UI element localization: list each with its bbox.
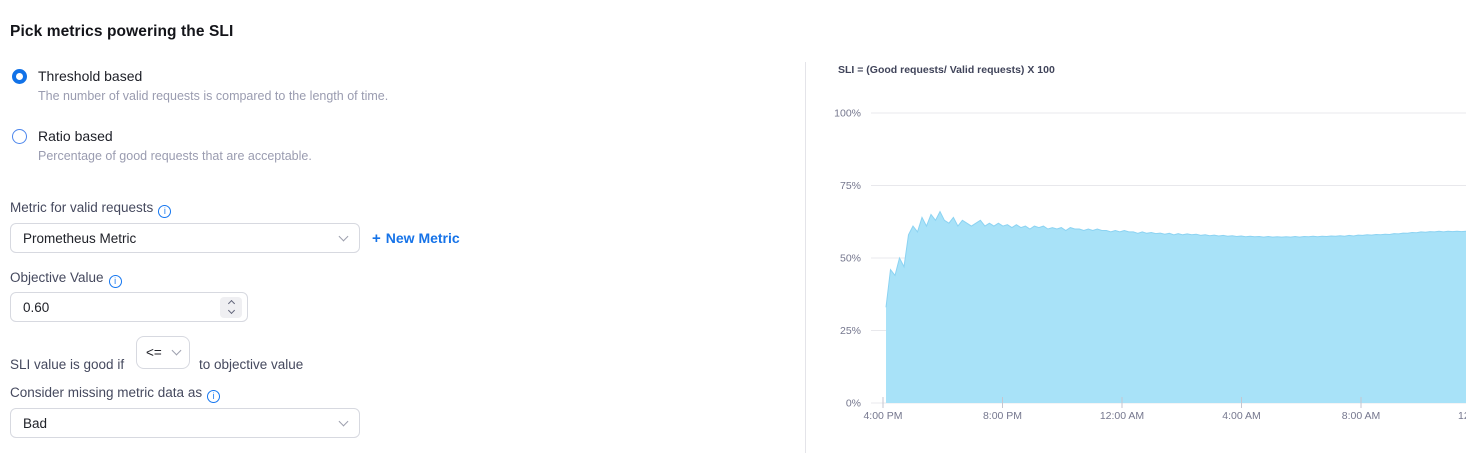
chevron-down-icon <box>338 231 349 241</box>
number-stepper[interactable] <box>220 296 242 318</box>
svg-text:4:00 AM: 4:00 AM <box>1222 410 1261 422</box>
comparator-value: <= <box>146 345 162 360</box>
svg-text:4:00 PM: 4:00 PM <box>863 410 902 422</box>
metric-select[interactable]: Prometheus Metric <box>10 223 360 253</box>
radio-description: The number of valid requests is compared… <box>38 89 389 103</box>
objective-field-label-text: Objective Value <box>10 270 104 285</box>
info-icon[interactable]: i <box>207 390 221 403</box>
svg-text:100%: 100% <box>834 108 861 120</box>
radio-label[interactable]: Threshold based <box>38 68 143 84</box>
metric-field-label: Metric for valid requests i <box>10 200 172 218</box>
svg-text:0%: 0% <box>846 398 861 410</box>
threshold-based-radio[interactable] <box>12 69 27 84</box>
missing-data-value: Bad <box>23 415 48 431</box>
radio-description: Percentage of good requests that are acc… <box>38 149 312 163</box>
stepper-down-icon[interactable] <box>227 306 235 315</box>
objective-field-label: Objective Value i <box>10 270 122 288</box>
chevron-down-icon <box>171 345 182 356</box>
info-icon[interactable]: i <box>108 275 122 288</box>
svg-text:8:00 AM: 8:00 AM <box>1342 410 1381 422</box>
missing-data-select[interactable]: Bad <box>10 408 360 438</box>
svg-text:50%: 50% <box>840 253 861 265</box>
metric-select-value: Prometheus Metric <box>23 230 137 246</box>
sli-area-chart: 0% 25% 50% 75% 100% 4:00 PM 8:00 PM 12:00 AM 4:0… <box>834 108 1466 422</box>
chevron-down-icon <box>338 416 349 426</box>
page-title: Pick metrics powering the SLI <box>10 23 234 40</box>
svg-text:12:00 PM: 12:00 PM <box>1458 410 1466 422</box>
chart-title: SLI = (Good requests/ Valid requests) X … <box>838 64 1055 76</box>
new-metric-button[interactable]: + New Metric <box>372 230 460 247</box>
plus-icon: + <box>372 230 381 247</box>
good-if-prefix: SLI value is good if <box>10 357 125 372</box>
info-icon[interactable]: i <box>158 205 172 218</box>
vertical-divider <box>805 62 806 453</box>
svg-text:8:00 PM: 8:00 PM <box>983 410 1022 422</box>
svg-text:75%: 75% <box>840 180 861 192</box>
radio-label[interactable]: Ratio based <box>38 128 113 144</box>
metric-field-label-text: Metric for valid requests <box>10 200 154 215</box>
objective-value: 0.60 <box>23 299 50 315</box>
good-if-suffix: to objective value <box>199 357 304 372</box>
new-metric-label: New Metric <box>385 230 460 246</box>
comparator-select[interactable]: <= <box>136 336 190 369</box>
svg-text:12:00 AM: 12:00 AM <box>1100 410 1144 422</box>
ratio-based-radio[interactable] <box>12 129 27 144</box>
svg-text:25%: 25% <box>840 325 861 337</box>
objective-value-input[interactable]: 0.60 <box>10 292 248 322</box>
missing-data-label-text: Consider missing metric data as <box>10 385 203 400</box>
missing-data-field-label: Consider missing metric data as i <box>10 385 221 403</box>
